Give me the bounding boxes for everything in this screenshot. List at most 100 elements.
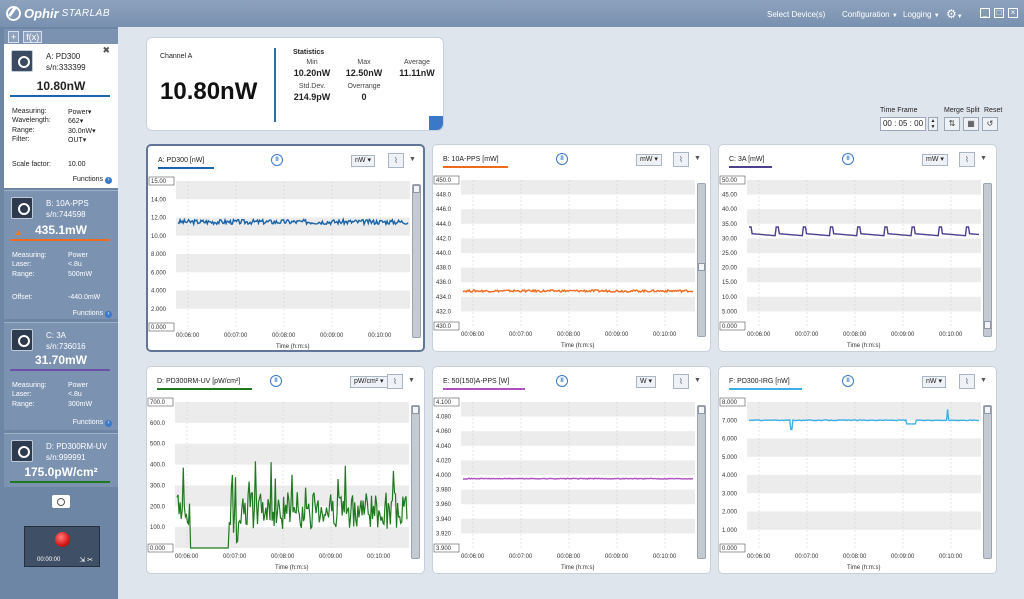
unit-select[interactable]: mW ▾ [922,154,948,166]
min-value: 10.20nW [293,68,331,78]
y-scrollbar[interactable] [412,184,421,338]
device-card-d[interactable]: D: PD300RM-UV s/n:999991 175.0pW/cm² [4,433,118,487]
functions-button[interactable]: Functions › [73,310,112,318]
unit-select[interactable]: nW ▾ [351,155,375,167]
device-card-a[interactable]: ✖ A: PD300 s/n:333399 10.80nW Measuring:… [4,44,118,188]
y-limit-box[interactable] [719,543,746,553]
chart-type-icon[interactable]: ⌇ [673,374,689,389]
offset-value: -440.0mW [68,294,101,301]
scroll-thumb[interactable] [984,320,991,329]
pause-icon[interactable]: II [842,153,854,165]
chart-type-icon[interactable]: ⌇ [387,374,403,389]
select-devices-menu[interactable]: Select Device(s) [767,10,826,19]
maximize-button[interactable]: □ [994,8,1004,18]
y-scrollbar[interactable] [697,405,706,559]
y-limit-box[interactable] [147,397,174,407]
y-limit-box[interactable] [433,397,460,407]
y-limit-box[interactable] [433,321,460,331]
chevron-down-icon[interactable]: ▼ [409,156,416,163]
x-tick-label: 00:09:00 [605,332,629,338]
scroll-thumb[interactable] [698,406,705,414]
settings-gear-icon[interactable]: ⚙▼ [946,7,963,21]
pause-icon[interactable]: II [271,154,283,166]
chart-type-icon[interactable]: ⌇ [959,152,975,167]
x-tick-label: 00:07:00 [795,554,819,560]
chart-panel[interactable]: F: PD300-IRG [nW] II nW ▾ ⌇ ▼ 8.000 7.000 6.000… [718,366,997,574]
filter-select[interactable]: OUT▾ [68,137,87,144]
grid-band [747,438,981,457]
functions-button[interactable]: Functions › [73,419,112,427]
record-options-icon[interactable]: ⇲ ✂ [79,557,93,564]
time-frame-input[interactable]: 00 : 05 : 00 [880,117,926,131]
record-button[interactable] [55,532,70,547]
x-tick-label: 00:07:00 [795,332,819,338]
y-tick-label: 1.000 [722,528,738,534]
y-scrollbar[interactable] [983,405,992,559]
statistics-heading: Statistics [293,49,325,56]
chart-title-underline [729,166,772,168]
configuration-menu[interactable]: Configuration ▼ [842,10,898,19]
functions-button[interactable]: Functions › [73,176,112,184]
y-scrollbar[interactable] [983,183,992,337]
y-limit-box[interactable] [719,321,746,331]
chart-type-icon[interactable]: ⌇ [673,152,689,167]
unit-value: pW/cm² [354,378,379,385]
chevron-down-icon[interactable]: ▼ [980,377,987,384]
record-panel: 00:00:00 ⇲ ✂ [24,526,100,567]
scroll-thumb[interactable] [698,263,705,272]
chart-panel[interactable]: B: 10A-PPS [mW] II mW ▾ ⌇ ▼ 450.0 448.0 446.0 44… [432,144,711,352]
y-limit-box[interactable] [433,175,460,185]
y-limit-box[interactable] [147,543,174,553]
reset-button[interactable]: ↺ [982,117,998,131]
pause-icon[interactable]: II [842,375,854,387]
math-function-button[interactable]: f(x) [23,30,43,43]
time-frame-spinner[interactable]: ▲ ▼ [928,117,938,131]
grid-band [461,209,695,224]
chevron-down-icon[interactable]: ▼ [694,377,701,384]
measuring-select[interactable]: Power▾ [68,109,92,116]
chart-title: A: PD300 [nW] [158,157,205,164]
close-icon[interactable]: ✖ [102,45,110,55]
minimize-button[interactable]: _ [980,8,990,18]
pause-icon[interactable]: II [556,153,568,165]
y-scrollbar[interactable] [411,405,420,559]
y-limit-box[interactable] [433,543,460,553]
pause-icon[interactable]: II [270,375,282,387]
add-device-button[interactable]: + [8,30,20,43]
unit-select[interactable]: mW ▾ [636,154,662,166]
expand-corner-icon[interactable] [429,116,443,130]
range-select[interactable]: 30.0nW▾ [68,128,96,135]
logging-menu[interactable]: Logging ▼ [903,10,940,19]
y-limit-box[interactable] [148,176,175,186]
merge-button[interactable]: ⇅ [944,117,960,131]
chart-type-icon[interactable]: ⌇ [388,153,404,168]
split-button[interactable]: ▦ [963,117,979,131]
scroll-thumb[interactable] [413,185,420,193]
chevron-down-icon[interactable]: ▼ [694,155,701,162]
pause-icon[interactable]: II [556,375,568,387]
unit-select[interactable]: pW/cm² ▾ [350,376,388,388]
device-card-b[interactable]: ▲ B: 10A-PPS s/n:744598 435.1mW Measurin… [4,190,118,319]
chart-panel[interactable]: A: PD300 [nW] II nW ▾ ⌇ ▼ 15.00 14.00 12.00 10.0… [146,144,425,352]
wavelength-select[interactable]: 662▾ [68,118,84,125]
scroll-thumb[interactable] [412,406,419,414]
unit-select[interactable]: W ▾ [636,376,657,388]
device-sidebar: + f(x) ✖ A: PD300 s/n:333399 10.80nW Mea… [4,29,118,595]
y-scrollbar[interactable] [697,183,706,337]
chart-panel[interactable]: D: PD300RM-UV [pW/cm²] II pW/cm² ▾ ⌇ ▼ 700.0 6… [146,366,425,574]
y-limit-box[interactable] [719,175,746,185]
device-card-c[interactable]: C: 3A s/n:736016 31.70mW Measuring: Powe… [4,322,118,430]
y-limit-box[interactable] [719,397,746,407]
chart-type-icon[interactable]: ⌇ [959,374,975,389]
chart-panel[interactable]: C: 3A [mW] II mW ▾ ⌇ ▼ 50.00 45.00 40.00 35.00 30… [718,144,997,352]
unit-select[interactable]: nW ▾ [922,376,946,388]
chevron-down-icon[interactable]: ▼ [408,377,415,384]
param-label: Range: [12,401,35,408]
grid-band [747,180,981,195]
close-window-button[interactable]: × [1008,8,1018,18]
scroll-thumb[interactable] [984,406,991,414]
chart-panel[interactable]: E: 50(150)A-PPS [W] II W ▾ ⌇ ▼ 4.100 4.080 4.06… [432,366,711,574]
snapshot-camera-icon[interactable] [52,495,70,508]
chevron-down-icon[interactable]: ▼ [980,155,987,162]
y-limit-box[interactable] [148,322,175,332]
